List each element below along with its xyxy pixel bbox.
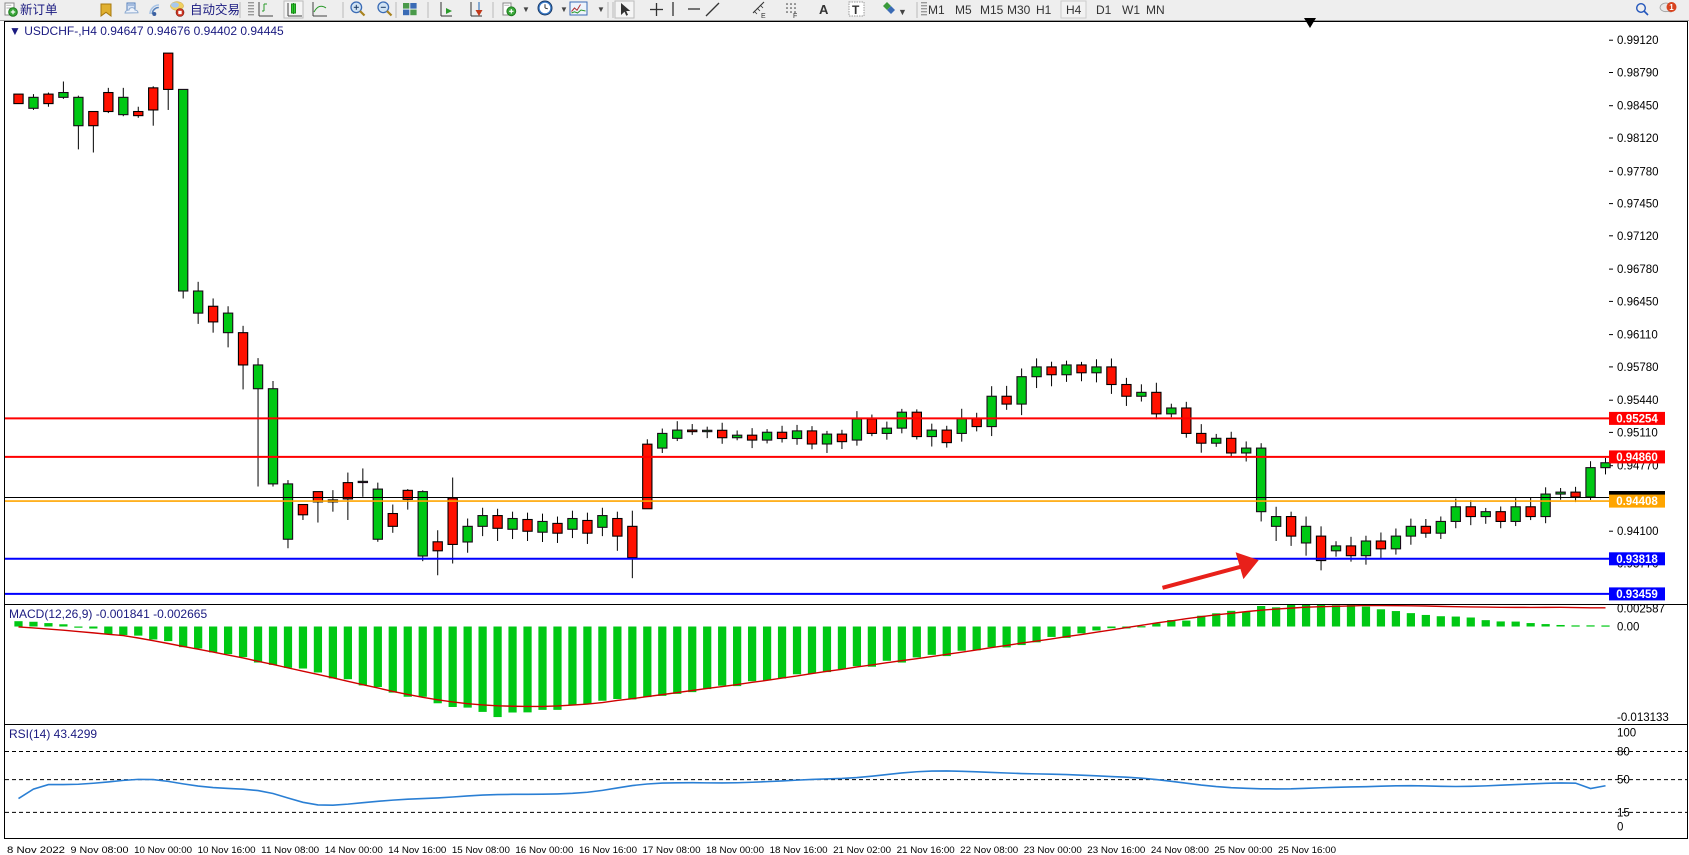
svg-text:1: 1 (1669, 3, 1674, 12)
svg-text:11 Nov 08:00: 11 Nov 08:00 (261, 845, 319, 854)
svg-text:21 Nov 02:00: 21 Nov 02:00 (833, 845, 891, 854)
svg-text:0.94100: 0.94100 (1617, 526, 1659, 538)
svg-text:22 Nov 08:00: 22 Nov 08:00 (960, 845, 1018, 854)
svg-text:23 Nov 16:00: 23 Nov 16:00 (1087, 845, 1145, 854)
svg-text:80: 80 (1617, 747, 1630, 759)
svg-text:50: 50 (1617, 775, 1630, 787)
svg-text:0.95254: 0.95254 (1616, 413, 1658, 425)
svg-text:M15: M15 (980, 3, 1004, 17)
svg-text:15: 15 (1617, 807, 1630, 819)
svg-text:M30: M30 (1007, 3, 1031, 17)
svg-text:100: 100 (1617, 728, 1636, 740)
svg-text:0.97120: 0.97120 (1617, 231, 1659, 243)
svg-text:A: A (819, 2, 829, 17)
svg-text:▼: ▼ (560, 5, 568, 14)
svg-text:10 Nov 00:00: 10 Nov 00:00 (134, 845, 192, 854)
svg-text:0.94860: 0.94860 (1616, 452, 1658, 464)
svg-text:0.95780: 0.95780 (1617, 362, 1659, 374)
svg-text:0.95110: 0.95110 (1617, 427, 1658, 439)
svg-text:0.93459: 0.93459 (1616, 589, 1658, 601)
svg-text:▼: ▼ (597, 5, 605, 14)
svg-text:H1: H1 (1036, 3, 1052, 17)
svg-text:0.97780: 0.97780 (1617, 166, 1659, 178)
svg-text:H4: H4 (1066, 3, 1082, 17)
svg-text:0.96110: 0.96110 (1617, 330, 1658, 342)
svg-text:新订单: 新订单 (20, 2, 58, 17)
svg-text:18 Nov 16:00: 18 Nov 16:00 (770, 845, 828, 854)
svg-text:23 Nov 00:00: 23 Nov 00:00 (1024, 845, 1082, 854)
svg-text:E: E (761, 13, 766, 20)
svg-text:15 Nov 08:00: 15 Nov 08:00 (452, 845, 510, 854)
svg-text:0.93818: 0.93818 (1616, 554, 1658, 566)
svg-text:W1: W1 (1122, 3, 1140, 17)
svg-text:MN: MN (1146, 3, 1165, 17)
svg-text:0.95440: 0.95440 (1617, 395, 1659, 407)
svg-text:24 Nov 08:00: 24 Nov 08:00 (1151, 845, 1209, 854)
svg-text:F: F (793, 13, 797, 20)
svg-text:16 Nov 16:00: 16 Nov 16:00 (579, 845, 637, 854)
svg-text:25 Nov 16:00: 25 Nov 16:00 (1278, 845, 1336, 854)
svg-text:0.94408: 0.94408 (1616, 496, 1658, 508)
svg-text:-0.013133: -0.013133 (1617, 712, 1669, 724)
svg-text:21 Nov 16:00: 21 Nov 16:00 (897, 845, 955, 854)
svg-text:8 Nov 2022: 8 Nov 2022 (7, 845, 65, 854)
svg-text:25 Nov 00:00: 25 Nov 00:00 (1214, 845, 1272, 854)
svg-text:0.002587: 0.002587 (1617, 605, 1665, 616)
svg-text:▼: ▼ (898, 7, 907, 17)
svg-text:自动交易: 自动交易 (190, 2, 240, 17)
svg-text:0.98790: 0.98790 (1617, 68, 1659, 80)
svg-text:0.96450: 0.96450 (1617, 296, 1659, 308)
svg-text:M1: M1 (928, 3, 945, 17)
svg-text:D1: D1 (1096, 3, 1112, 17)
svg-text:0.00: 0.00 (1617, 622, 1639, 634)
svg-text:▼: ▼ (522, 5, 530, 14)
svg-text:T: T (852, 3, 860, 17)
svg-text:14 Nov 00:00: 14 Nov 00:00 (325, 845, 383, 854)
svg-text:16 Nov 00:00: 16 Nov 00:00 (515, 845, 573, 854)
svg-text:17 Nov 08:00: 17 Nov 08:00 (643, 845, 701, 854)
svg-text:14 Nov 16:00: 14 Nov 16:00 (388, 845, 446, 854)
svg-text:0.98450: 0.98450 (1617, 101, 1659, 113)
svg-text:0.97450: 0.97450 (1617, 199, 1659, 211)
svg-text:0: 0 (1617, 822, 1623, 834)
svg-text:0.99120: 0.99120 (1617, 35, 1659, 47)
svg-text:0.98120: 0.98120 (1617, 133, 1659, 145)
svg-text:M5: M5 (955, 3, 972, 17)
svg-text:9 Nov 08:00: 9 Nov 08:00 (71, 845, 129, 854)
svg-text:10 Nov 16:00: 10 Nov 16:00 (198, 845, 256, 854)
svg-text:18 Nov 00:00: 18 Nov 00:00 (706, 845, 764, 854)
svg-text:0.96780: 0.96780 (1617, 264, 1659, 276)
